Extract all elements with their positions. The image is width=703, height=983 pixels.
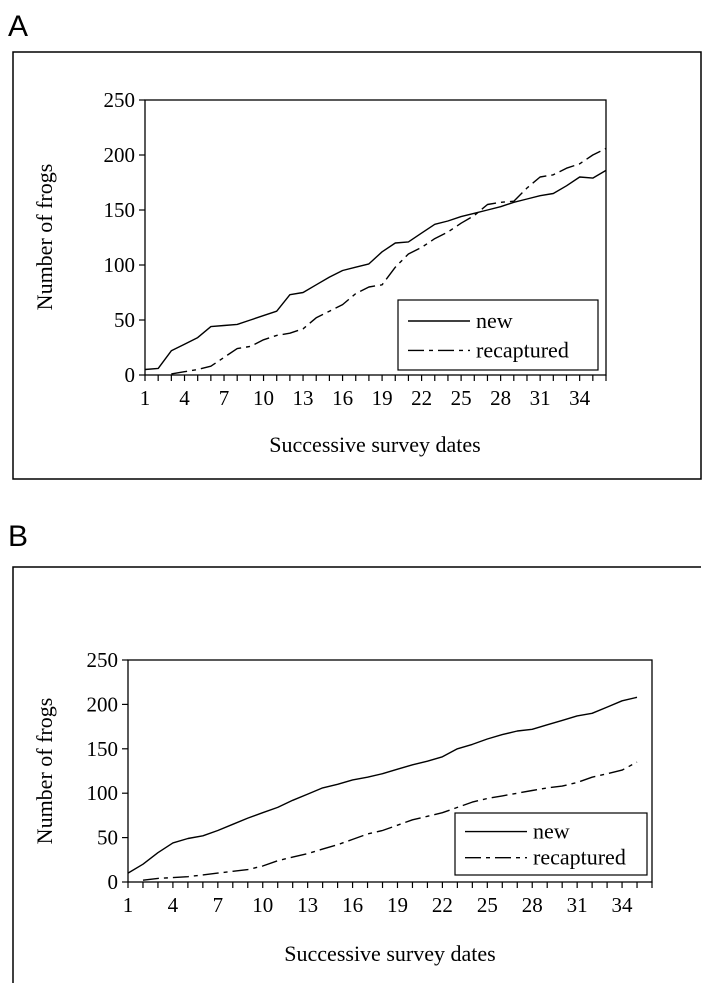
x-tick-label: 16 — [342, 893, 363, 917]
y-tick-label: 200 — [104, 143, 136, 167]
x-tick-label: 1 — [140, 386, 151, 410]
x-tick-label: 31 — [530, 386, 551, 410]
x-tick-label: 28 — [522, 893, 543, 917]
x-tick-label: 34 — [612, 893, 634, 917]
y-tick-label: 200 — [87, 692, 119, 716]
y-tick-label: 50 — [114, 308, 135, 332]
x-tick-label: 28 — [490, 386, 511, 410]
y-tick-label: 150 — [87, 737, 119, 761]
x-tick-label: 13 — [297, 893, 318, 917]
x-tick-label: 10 — [253, 386, 274, 410]
legend-box — [454, 812, 648, 876]
x-axis-label: Successive survey dates — [284, 941, 495, 966]
x-tick-label: 19 — [372, 386, 393, 410]
x-axis-label: Successive survey dates — [269, 432, 480, 457]
chart-panel-a: 0 50 100 150 200 250 1 4 7 10 13 16 19 22 25 28 31 34 Succ… — [32, 88, 607, 457]
y-tick-label: 250 — [87, 648, 119, 672]
y-tick-label: 50 — [97, 826, 118, 850]
plot-area — [127, 659, 653, 883]
x-tick-label: 25 — [451, 386, 472, 410]
legend-label-new: new — [533, 819, 570, 844]
y-tick-label: 100 — [87, 781, 119, 805]
panel-b-frame — [12, 566, 701, 983]
x-tick-label: 7 — [213, 893, 224, 917]
y-tick-label: 150 — [104, 198, 136, 222]
panel-label-a: A — [8, 10, 29, 43]
panel-label-b: B — [8, 520, 29, 553]
y-axis-label: Number of frogs — [32, 164, 57, 311]
x-tick-label: 16 — [332, 386, 353, 410]
series-line-new — [127, 696, 638, 874]
x-tick-label: 25 — [477, 893, 498, 917]
series-line-recaptured — [171, 147, 607, 375]
x-tick-label: 4 — [179, 386, 190, 410]
x-tick-label: 1 — [123, 893, 134, 917]
legend-label-new: new — [476, 308, 513, 333]
y-tick-label: 0 — [108, 870, 119, 894]
series-line-recaptured — [142, 761, 638, 881]
y-axis-label: Number of frogs — [32, 698, 57, 845]
x-tick-label: 13 — [293, 386, 314, 410]
legend-label-recaptured: recaptured — [476, 337, 569, 362]
x-tick-label: 31 — [567, 893, 588, 917]
legend-box — [397, 299, 599, 371]
y-tick-label: 250 — [104, 88, 136, 112]
series-line-new — [144, 169, 607, 371]
chart-panel-b: 0 50 100 150 200 250 1 4 7 10 13 16 19 22 25 28 31 34 Succ… — [32, 648, 653, 966]
x-tick-label: 10 — [252, 893, 273, 917]
x-tick-label: 22 — [432, 893, 453, 917]
y-tick-label: 100 — [104, 253, 136, 277]
y-tick-label: 0 — [125, 363, 136, 387]
plot-area — [144, 99, 607, 376]
x-tick-label: 7 — [219, 386, 230, 410]
x-tick-label: 22 — [411, 386, 432, 410]
x-tick-label: 19 — [387, 893, 408, 917]
x-tick-label: 4 — [168, 893, 179, 917]
x-tick-label: 34 — [569, 386, 591, 410]
legend-label-recaptured: recaptured — [533, 845, 626, 870]
panel-a-frame — [12, 51, 702, 480]
